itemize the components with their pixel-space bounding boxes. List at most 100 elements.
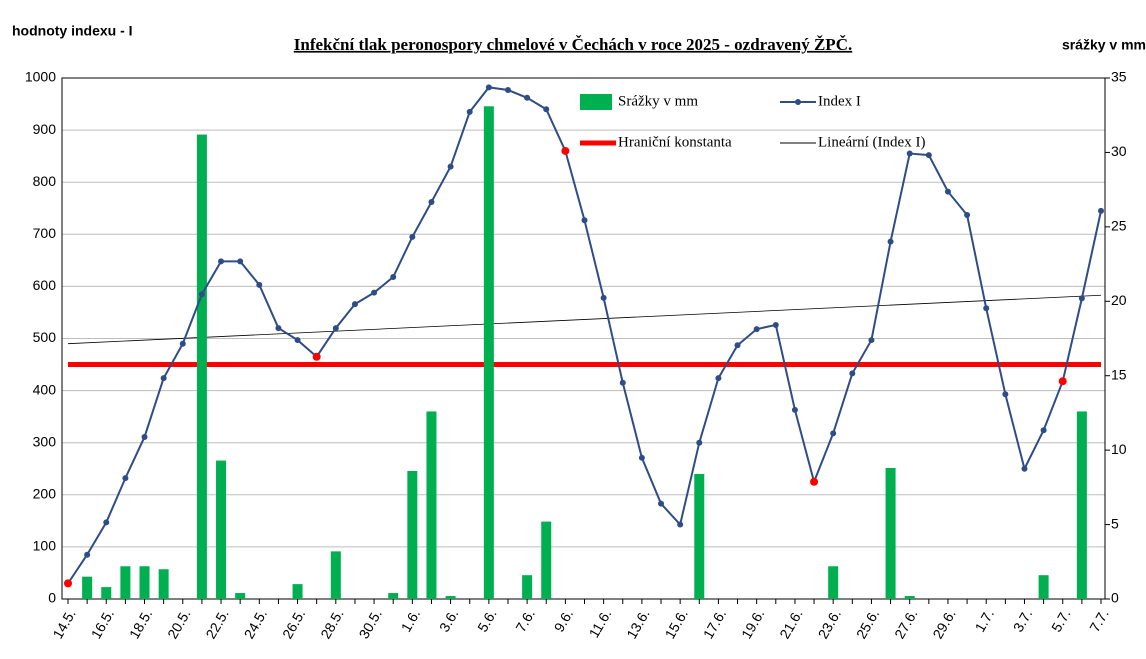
index-point <box>925 152 932 159</box>
y-axis-title: hodnoty indexu - I <box>12 23 133 39</box>
x-tick-label: 26.5. <box>279 606 308 641</box>
y-tick-label: 600 <box>33 277 57 293</box>
index-point <box>581 217 588 224</box>
x-tick-label: 1.7. <box>971 606 997 634</box>
x-tick-label: 9.6. <box>551 606 577 634</box>
bar <box>216 460 227 599</box>
bar <box>235 593 246 599</box>
y-tick-label: 800 <box>33 173 57 189</box>
index-point <box>734 342 741 349</box>
bar <box>101 587 112 599</box>
index-point <box>351 301 358 308</box>
index-point <box>160 375 167 382</box>
index-point <box>294 337 301 344</box>
index-point <box>887 238 894 245</box>
trend-line <box>67 294 1102 345</box>
x-tick-label: 24.5. <box>241 606 270 641</box>
index-point <box>1040 427 1047 434</box>
index-point <box>830 430 837 437</box>
index-point <box>868 337 875 344</box>
index-point <box>772 321 779 328</box>
index-point <box>447 163 454 170</box>
bar <box>330 551 341 599</box>
x-tick-label: 17.6. <box>700 606 729 641</box>
legend-label: Hraniční konstanta <box>618 134 732 150</box>
index-point <box>715 375 722 382</box>
index-point <box>524 94 531 101</box>
x-tick-label: 3.6. <box>436 606 462 634</box>
index-point <box>332 325 339 332</box>
chart-title: Infekční tlak peronospory chmelové v Čec… <box>294 35 852 54</box>
index-point <box>561 146 570 155</box>
index-point <box>1021 465 1028 472</box>
legend-swatch <box>580 94 612 110</box>
index-point <box>944 188 951 195</box>
x-tick-label: 27.6. <box>891 606 920 641</box>
index-point <box>122 475 129 482</box>
x-tick-label: 30.5. <box>355 606 384 641</box>
x-tick-label: 15.6. <box>662 606 691 641</box>
bar <box>388 593 399 599</box>
x-tick-label: 5.7. <box>1048 606 1074 634</box>
y-tick-label: 0 <box>48 590 56 606</box>
index-point <box>390 274 397 281</box>
bar <box>426 411 437 599</box>
legend-label: Srážky v mm <box>618 93 698 109</box>
y2-tick-label: 30 <box>1111 143 1127 159</box>
y2-tick-label: 10 <box>1111 441 1127 457</box>
index-point <box>696 439 703 446</box>
index-point <box>428 198 435 205</box>
plot-frame <box>61 77 1106 600</box>
index-point <box>600 294 607 301</box>
index-point <box>1058 377 1067 386</box>
index-point <box>256 281 263 288</box>
index-point <box>906 150 913 157</box>
y2-tick-label: 0 <box>1111 590 1119 606</box>
index-point <box>1002 391 1009 398</box>
x-tick-label: 7.6. <box>512 606 538 634</box>
index-point <box>275 325 282 332</box>
bar <box>541 521 552 599</box>
y-tick-label: 700 <box>33 225 57 241</box>
legend-label: Lineární (Index I) <box>818 134 925 150</box>
x-tick-label: 14.5. <box>49 606 78 641</box>
index-point <box>638 454 645 461</box>
index-point <box>466 108 473 115</box>
index-point <box>1078 295 1085 302</box>
bar <box>196 134 207 599</box>
bar <box>407 470 418 599</box>
x-tick-label: 19.6. <box>738 606 767 641</box>
index-point <box>179 340 186 347</box>
bar <box>483 106 494 599</box>
y-tick-label: 300 <box>33 433 57 449</box>
bar <box>1076 411 1087 599</box>
index-point <box>849 370 856 377</box>
y-tick-label: 100 <box>33 538 57 554</box>
index-point <box>619 379 626 386</box>
y-tick-label: 500 <box>33 329 57 345</box>
x-tick-label: 11.6. <box>586 606 615 640</box>
index-point <box>983 305 990 312</box>
y-tick-label: 400 <box>33 381 57 397</box>
bar <box>445 596 456 599</box>
x-tick-label: 1.6. <box>398 606 424 634</box>
y2-tick-label: 20 <box>1111 292 1127 308</box>
index-point <box>84 551 91 558</box>
y2-tick-label: 15 <box>1111 366 1127 382</box>
x-tick-label: 13.6. <box>623 606 652 641</box>
x-tick-label: 25.6. <box>853 606 882 641</box>
bar <box>1038 575 1049 599</box>
bar <box>292 584 303 599</box>
x-tick-label: 3.7. <box>1010 606 1036 634</box>
index-point <box>677 521 684 528</box>
x-tick-label: 29.6. <box>929 606 958 641</box>
bar <box>694 473 705 599</box>
y2-tick-label: 35 <box>1111 69 1127 85</box>
y-tick-label: 1000 <box>25 69 56 85</box>
x-tick-label: 16.5. <box>88 606 117 641</box>
x-tick-label: 21.6. <box>776 606 805 641</box>
index-point <box>504 86 511 93</box>
index-point <box>658 500 665 507</box>
bar <box>522 575 533 599</box>
